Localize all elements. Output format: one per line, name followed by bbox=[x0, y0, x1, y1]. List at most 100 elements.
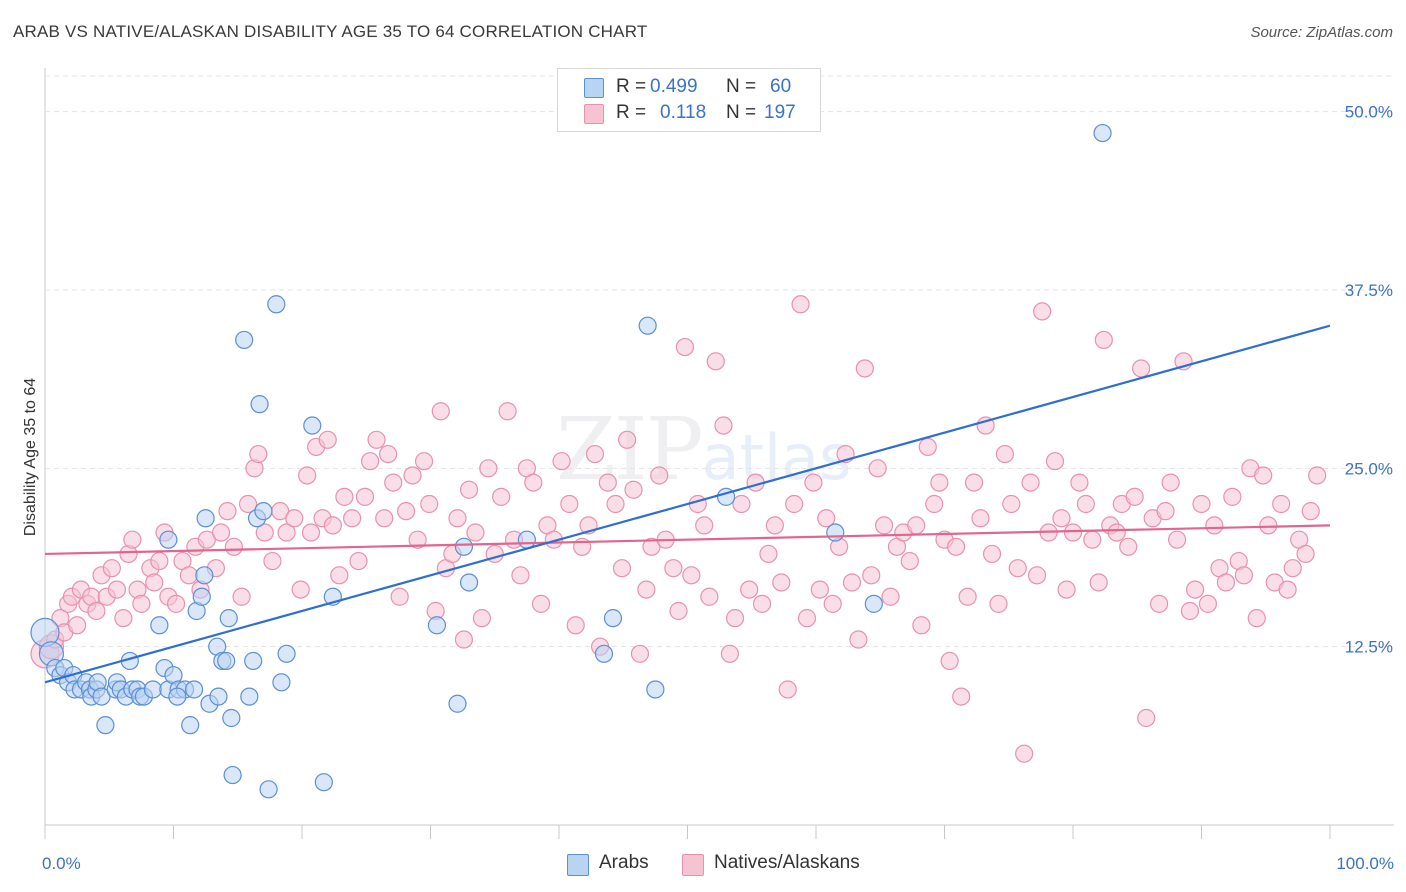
native-point bbox=[552, 452, 571, 471]
native-point bbox=[1192, 494, 1211, 514]
native-point bbox=[1125, 487, 1144, 506]
native-point bbox=[1247, 609, 1266, 628]
native-point bbox=[855, 359, 874, 378]
arab-point bbox=[192, 587, 211, 606]
arabs-legend-swatch bbox=[567, 854, 589, 876]
arab-point bbox=[181, 716, 200, 735]
native-point bbox=[145, 573, 164, 592]
native-point bbox=[1223, 487, 1242, 506]
native-point bbox=[765, 516, 784, 535]
native-point bbox=[946, 537, 966, 556]
native-point bbox=[323, 516, 342, 535]
arab-point bbox=[1093, 123, 1112, 143]
native-point bbox=[940, 651, 959, 671]
native-point bbox=[1185, 580, 1205, 599]
native-point bbox=[912, 616, 931, 635]
native-point bbox=[408, 530, 427, 549]
native-point bbox=[740, 580, 759, 599]
arab-point bbox=[314, 773, 333, 792]
native-point bbox=[585, 444, 605, 464]
native-point bbox=[1254, 466, 1273, 485]
native-point bbox=[1167, 530, 1187, 549]
arab-point bbox=[217, 651, 236, 671]
stats-legend: R = 0.499 N = 60 R = 0.118 N = 197 bbox=[557, 68, 821, 132]
natives-legend-label: Natives/Alaskans bbox=[714, 852, 860, 873]
native-point bbox=[772, 573, 791, 592]
native-point bbox=[907, 516, 926, 535]
natives-trend-line bbox=[44, 524, 1331, 556]
native-point bbox=[298, 466, 317, 485]
native-point bbox=[330, 566, 349, 585]
native-point bbox=[1107, 523, 1126, 542]
native-point bbox=[823, 594, 842, 613]
arab-point bbox=[150, 616, 169, 635]
n-value: 60 bbox=[770, 76, 792, 97]
native-point bbox=[664, 559, 683, 578]
native-point bbox=[1070, 473, 1089, 492]
native-point bbox=[1283, 559, 1302, 578]
stats-legend-row-arabs: R = 0.499 N = 60 bbox=[558, 75, 820, 101]
native-point bbox=[759, 544, 778, 564]
arab-point bbox=[209, 687, 228, 706]
arabs-trend-line bbox=[44, 324, 1331, 684]
arab-point bbox=[250, 395, 269, 414]
native-point bbox=[1008, 559, 1027, 578]
natives-legend-swatch bbox=[682, 854, 704, 876]
native-point bbox=[566, 616, 585, 635]
native-point bbox=[1259, 516, 1278, 535]
native-point bbox=[132, 594, 151, 613]
native-point bbox=[624, 480, 643, 499]
native-point bbox=[403, 466, 422, 485]
arab-point bbox=[448, 694, 467, 713]
native-point bbox=[958, 587, 977, 606]
arab-point bbox=[196, 509, 215, 528]
native-point bbox=[1045, 452, 1065, 471]
native-point bbox=[375, 509, 394, 528]
native-point bbox=[650, 466, 669, 485]
native-point bbox=[1272, 494, 1291, 514]
native-point bbox=[778, 680, 797, 699]
native-point bbox=[361, 452, 380, 471]
native-point bbox=[706, 352, 725, 371]
native-point bbox=[1002, 494, 1021, 514]
native-point bbox=[618, 430, 637, 449]
native-point bbox=[454, 630, 474, 649]
native-point bbox=[390, 587, 409, 606]
arab-point bbox=[168, 687, 187, 706]
native-point bbox=[785, 494, 804, 514]
arab-point bbox=[826, 523, 845, 542]
native-point bbox=[1156, 502, 1175, 521]
native-point bbox=[560, 494, 579, 514]
arabs-series bbox=[30, 123, 1112, 799]
native-point bbox=[343, 509, 362, 528]
arab-point bbox=[603, 609, 623, 628]
native-point bbox=[367, 430, 386, 449]
native-point bbox=[68, 616, 87, 635]
native-point bbox=[1149, 594, 1169, 613]
native-point bbox=[810, 580, 829, 599]
arab-point bbox=[159, 530, 178, 549]
native-point bbox=[881, 587, 900, 606]
native-point bbox=[952, 687, 971, 706]
native-point bbox=[868, 459, 887, 478]
arab-point bbox=[219, 609, 238, 628]
native-point bbox=[1021, 473, 1040, 492]
native-point bbox=[277, 523, 296, 542]
native-point bbox=[150, 551, 169, 571]
native-point bbox=[1216, 573, 1236, 592]
arab-point bbox=[96, 716, 115, 735]
y-tick-label: 25.0% bbox=[1345, 459, 1393, 478]
native-point bbox=[102, 559, 121, 578]
native-point bbox=[349, 551, 368, 571]
native-point bbox=[725, 609, 745, 628]
native-point bbox=[669, 601, 688, 621]
native-point bbox=[431, 402, 450, 421]
native-point bbox=[211, 523, 231, 542]
native-point bbox=[396, 502, 416, 521]
x-tick-label-max: 100.0% bbox=[1336, 854, 1394, 873]
arab-point bbox=[427, 616, 447, 635]
native-point bbox=[964, 473, 984, 492]
native-point bbox=[862, 566, 881, 585]
native-point bbox=[637, 580, 656, 599]
natives-swatch bbox=[584, 104, 604, 124]
